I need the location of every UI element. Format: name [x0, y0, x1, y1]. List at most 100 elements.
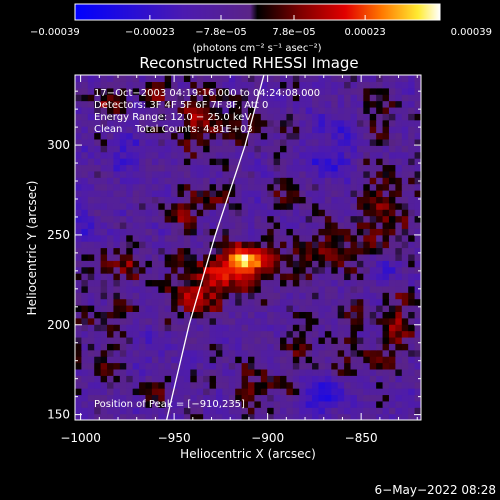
heatmap-cell: [267, 81, 275, 89]
heatmap-cell: [273, 253, 281, 261]
heatmap-cell: [337, 75, 345, 82]
heatmap-cell: [260, 183, 268, 191]
heatmap-cell: [75, 260, 83, 268]
heatmap-cell: [273, 400, 281, 408]
heatmap-cell: [94, 260, 102, 268]
heatmap-cell: [292, 311, 300, 319]
heatmap-cell: [280, 234, 288, 242]
heatmap-cell: [292, 253, 300, 261]
heatmap-cell: [87, 113, 95, 121]
heatmap-cell: [132, 305, 140, 312]
heatmap-cell: [139, 164, 147, 172]
heatmap-cell: [75, 113, 83, 121]
heatmap-cell: [177, 94, 185, 102]
heatmap-cell: [395, 234, 403, 242]
heatmap-cell: [209, 164, 217, 172]
heatmap-cell: [324, 247, 332, 255]
heatmap-cell: [126, 145, 134, 153]
heatmap-cell: [132, 151, 140, 159]
y-axis-label: Heliocentric Y (arcsec): [25, 181, 39, 316]
heatmap-cell: [203, 132, 211, 140]
heatmap-cell: [356, 164, 364, 172]
heatmap-cell: [215, 202, 223, 210]
heatmap-cell: [107, 279, 115, 287]
heatmap-cell: [209, 177, 217, 185]
heatmap-cell: [395, 336, 403, 344]
colorbar: [74, 3, 441, 21]
heatmap-cell: [414, 234, 421, 242]
heatmap-cell: [145, 234, 153, 242]
heatmap-cell: [100, 305, 108, 312]
heatmap-cell: [171, 183, 179, 191]
heatmap-cell: [190, 126, 198, 134]
heatmap-cell: [203, 362, 211, 370]
heatmap-cell: [215, 324, 223, 332]
heatmap-cell: [305, 273, 313, 281]
heatmap-cell: [408, 132, 416, 140]
heatmap-cell: [190, 330, 198, 338]
heatmap-cell: [331, 138, 339, 146]
heatmap-cell: [171, 349, 179, 357]
heatmap-cell: [254, 317, 262, 325]
heatmap-cell: [350, 298, 358, 306]
heatmap-cell: [388, 177, 396, 185]
heatmap-cell: [280, 126, 288, 134]
heatmap-cell: [203, 247, 211, 255]
heatmap-cell: [190, 343, 198, 351]
heatmap-cell: [305, 349, 313, 357]
heatmap-cell: [241, 381, 249, 389]
heatmap-cell: [292, 138, 300, 146]
heatmap-cell: [132, 215, 140, 223]
heatmap-cell: [132, 158, 140, 166]
heatmap-cell: [100, 266, 108, 274]
heatmap-cell: [94, 119, 102, 127]
heatmap-cell: [81, 368, 89, 376]
heatmap-cell: [331, 228, 339, 236]
heatmap-cell: [235, 106, 243, 114]
heatmap-cell: [164, 106, 172, 114]
heatmap-cell: [286, 75, 294, 82]
heatmap-cell: [248, 356, 256, 364]
heatmap-cell: [318, 324, 326, 332]
heatmap-cell: [388, 81, 396, 89]
heatmap-cell: [318, 158, 326, 166]
heatmap-cell: [331, 336, 339, 344]
heatmap-cell: [248, 209, 256, 217]
heatmap-cell: [126, 81, 134, 89]
heatmap-cell: [331, 279, 339, 287]
heatmap-cell: [126, 113, 134, 121]
heatmap-cell: [209, 247, 217, 255]
heatmap-cell: [292, 362, 300, 370]
heatmap-cell: [222, 87, 230, 95]
heatmap-cell: [312, 164, 320, 172]
heatmap-cell: [190, 311, 198, 319]
heatmap-cell: [190, 164, 198, 172]
heatmap-cell: [126, 388, 134, 396]
heatmap-cell: [119, 394, 127, 402]
heatmap-cell: [331, 196, 339, 204]
heatmap-cell: [388, 100, 396, 108]
heatmap-cell: [81, 100, 89, 108]
heatmap-cell: [280, 362, 288, 370]
heatmap-cell: [382, 324, 390, 332]
heatmap-cell: [305, 317, 313, 325]
heatmap-cell: [113, 170, 121, 178]
heatmap-cell: [376, 94, 384, 102]
heatmap-cell: [139, 196, 147, 204]
heatmap-cell: [151, 362, 159, 370]
heatmap-cell: [113, 190, 121, 197]
heatmap-cell: [388, 247, 396, 255]
heatmap-cell: [94, 196, 102, 204]
heatmap-cell: [151, 260, 159, 268]
heatmap-cell: [107, 253, 115, 261]
heatmap-cell: [324, 305, 332, 312]
heatmap-cell: [222, 119, 230, 127]
heatmap-cell: [196, 407, 204, 415]
heatmap-cell: [344, 368, 352, 376]
heatmap-cell: [318, 94, 326, 102]
heatmap-cell: [81, 394, 89, 402]
heatmap-cell: [312, 151, 320, 159]
heatmap-cell: [164, 324, 172, 332]
heatmap-cell: [113, 158, 121, 166]
heatmap-cell: [119, 106, 127, 114]
